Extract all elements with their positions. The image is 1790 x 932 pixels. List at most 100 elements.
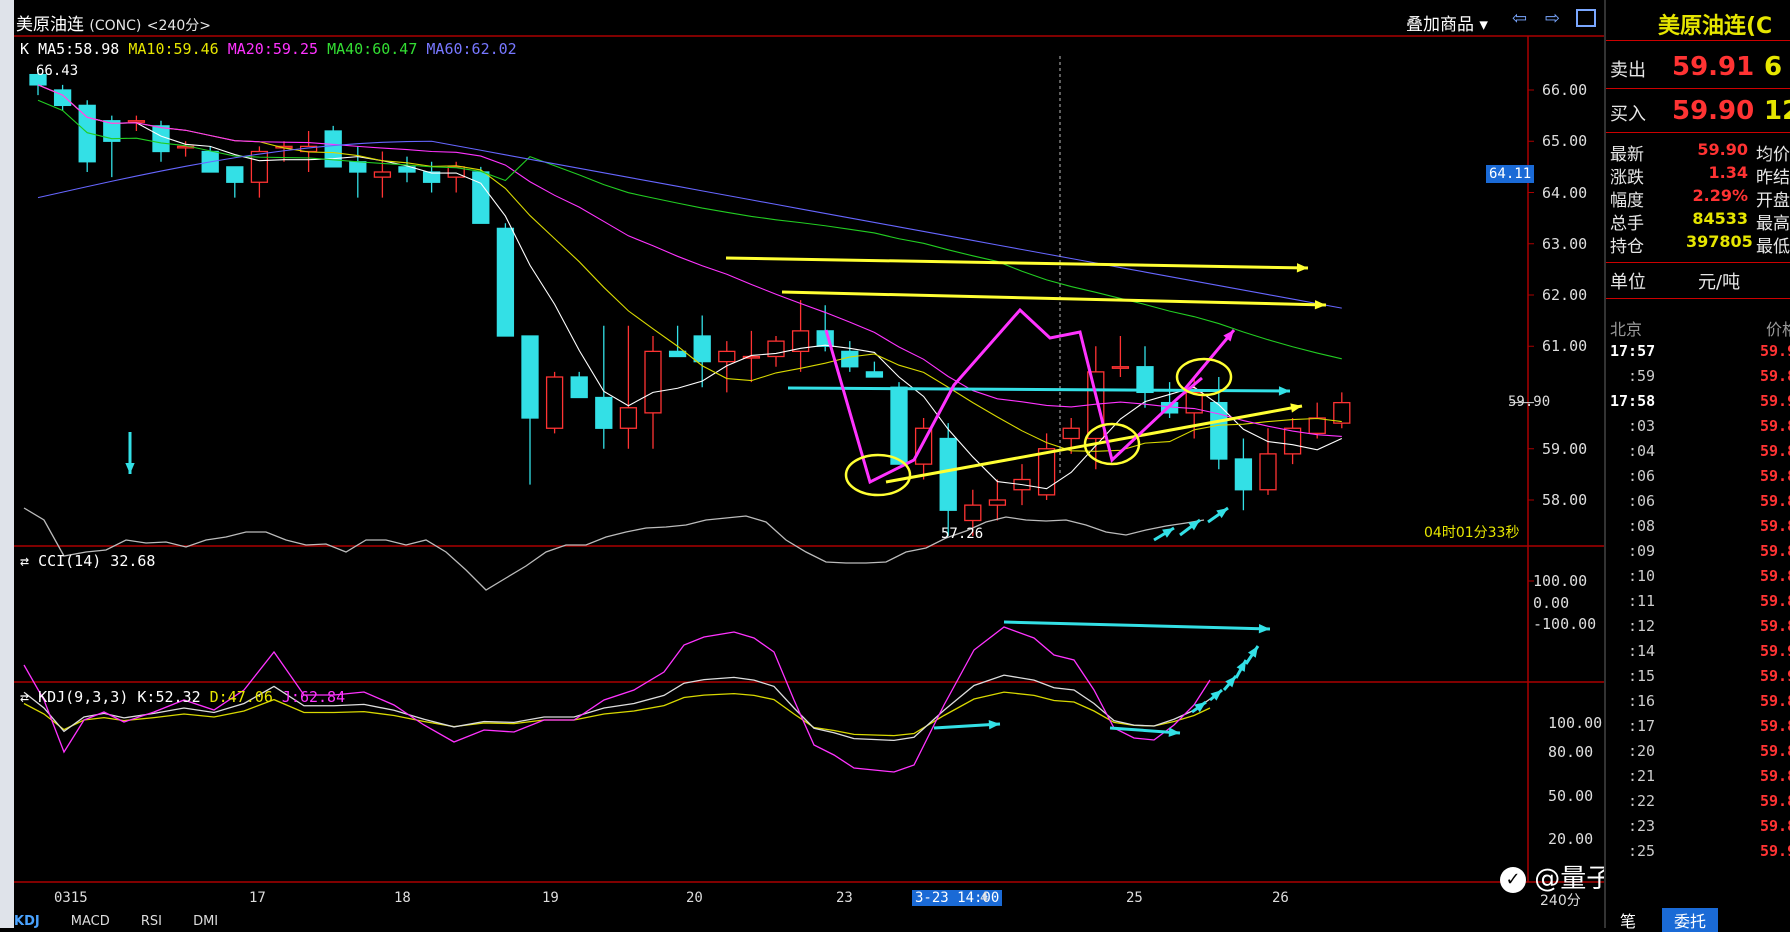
kdj-rise-arrow-head (1225, 676, 1236, 688)
last-price-marker: 59.90 (1508, 394, 1551, 410)
candle-body (152, 125, 170, 153)
date-axis-label: 25 (1126, 890, 1143, 906)
chevron-down-icon: ▾ (1474, 15, 1488, 35)
breakout-circle (1175, 357, 1233, 397)
sell-price[interactable]: 59.91 (1672, 52, 1755, 82)
candle-body (1111, 366, 1130, 369)
candle-body (1308, 417, 1326, 435)
cci-arrow-head (1162, 528, 1174, 538)
kdj-params: KDJ(9,3,3) (38, 688, 129, 706)
price-axis-label: 62.00 (1542, 286, 1588, 304)
resistance-arrow-head (1314, 300, 1326, 310)
date-axis-label: 20 (686, 890, 703, 906)
left-tool-strip[interactable] (0, 0, 14, 928)
price-axis-label: 59.00 (1542, 439, 1588, 458)
quote-title: 美原油连(C (1658, 14, 1773, 39)
cci-axis-label: 0.00 (1533, 594, 1570, 612)
kdj-rise-arrow-head (1236, 660, 1246, 672)
tab-weituo[interactable]: 委托 (1662, 908, 1719, 932)
resistance-arrow (725, 256, 1309, 270)
candle-body (422, 171, 441, 183)
buy-price[interactable]: 59.90 (1672, 96, 1755, 126)
ma60-line (37, 140, 1342, 309)
price-axis-label: 61.00 (1542, 337, 1588, 356)
resistance-arrow (781, 290, 1327, 307)
date-axis-label: 4 (980, 890, 989, 906)
stat-label: 幅度 (1610, 191, 1644, 211)
resistance-arrow-head (1296, 263, 1308, 273)
date-axis-label: 0315 (54, 890, 88, 906)
ma40-value: MA40:60.47 (327, 40, 418, 58)
divider (1606, 298, 1790, 299)
candle-body (595, 396, 613, 429)
kdj-k: K:52.32 (137, 688, 201, 706)
tick-time: :16 (1628, 692, 1656, 710)
tick-time: :12 (1628, 617, 1656, 635)
kdj-top-arrow (1003, 620, 1271, 631)
tick-price: 59.8 (1760, 517, 1790, 535)
price-axis-label: 65.00 (1542, 132, 1588, 151)
stat-value: 1.34 (1708, 163, 1748, 182)
refresh-icon[interactable]: ⇄ (20, 688, 39, 706)
tab-dmi[interactable]: DMI (193, 914, 219, 929)
candle-body (472, 171, 490, 224)
candle-body (988, 499, 1007, 506)
tick-time: :03 (1628, 417, 1656, 435)
bottom-circle (1083, 422, 1141, 466)
kline-chart-svg[interactable] (14, 0, 1604, 928)
cci-line (23, 507, 1205, 591)
kdj-k-line (23, 674, 1211, 742)
neckline-arrow-head (1278, 386, 1290, 396)
ma20-line (37, 84, 1342, 437)
tick-price: 59.8 (1760, 542, 1790, 560)
period-label: 240分 (1540, 893, 1581, 909)
layout-icon[interactable] (1576, 9, 1596, 27)
tick-time: :59 (1628, 367, 1656, 385)
candle-body (521, 335, 539, 419)
tab-kdj[interactable]: KDJ (14, 914, 40, 929)
price-axis-label: 64.00 (1542, 183, 1588, 202)
kdj-d: D:47.06 (209, 688, 273, 706)
refresh-icon[interactable]: ⇄ (20, 552, 39, 570)
nav-left-icon[interactable]: ⇦ (1512, 8, 1528, 29)
chart-title: 美原油连 (CONC) <240分> (16, 10, 211, 35)
tick-time: :15 (1628, 667, 1656, 685)
ma5-line (37, 84, 1343, 490)
stat-label: 最低 (1756, 237, 1790, 257)
tick-time: :20 (1628, 742, 1656, 760)
tick-price: 59.8 (1760, 717, 1790, 735)
tick-price: 59.8 (1760, 792, 1790, 810)
cci-arrow-head (1216, 508, 1228, 519)
overlay-label: 叠加商品 (1406, 15, 1474, 35)
stat-value: 59.90 (1697, 140, 1748, 159)
candle-body (791, 330, 810, 353)
tick-time: :06 (1628, 492, 1656, 510)
tick-time: :10 (1628, 567, 1656, 585)
divider (1606, 132, 1790, 133)
unit-value: 元/吨 (1698, 272, 1741, 293)
price-axis-label: 58.00 (1542, 491, 1588, 509)
sell-qty: 6 (1764, 52, 1783, 82)
tab-bi[interactable]: 笔 (1620, 912, 1637, 931)
candle-body (693, 335, 711, 363)
tick-time: :21 (1628, 767, 1656, 785)
tab-macd[interactable]: MACD (70, 914, 110, 929)
stat-label: 总手 (1610, 214, 1644, 234)
overlay-button[interactable]: 叠加商品 ▾ (1406, 10, 1488, 35)
k-label: K (20, 40, 30, 58)
candle-body (1259, 453, 1277, 491)
date-axis-label: 19 (542, 890, 559, 906)
candle-body (78, 104, 96, 163)
kdj-bottom-arrow-head (988, 720, 1000, 730)
kdj-rise-arrow-head (1194, 702, 1206, 713)
support-arrow-head (1290, 403, 1302, 413)
candle-body (1136, 366, 1154, 394)
tab-rsi[interactable]: RSI (140, 914, 162, 929)
candle-body (890, 386, 908, 465)
nav-right-icon[interactable]: ⇨ (1545, 8, 1561, 29)
candle-body (398, 166, 416, 173)
price-axis-label: 66.00 (1542, 81, 1588, 99)
kdj-rise-arrow-head (1210, 690, 1222, 701)
divider (1606, 40, 1790, 41)
ma10-line (37, 84, 1342, 452)
